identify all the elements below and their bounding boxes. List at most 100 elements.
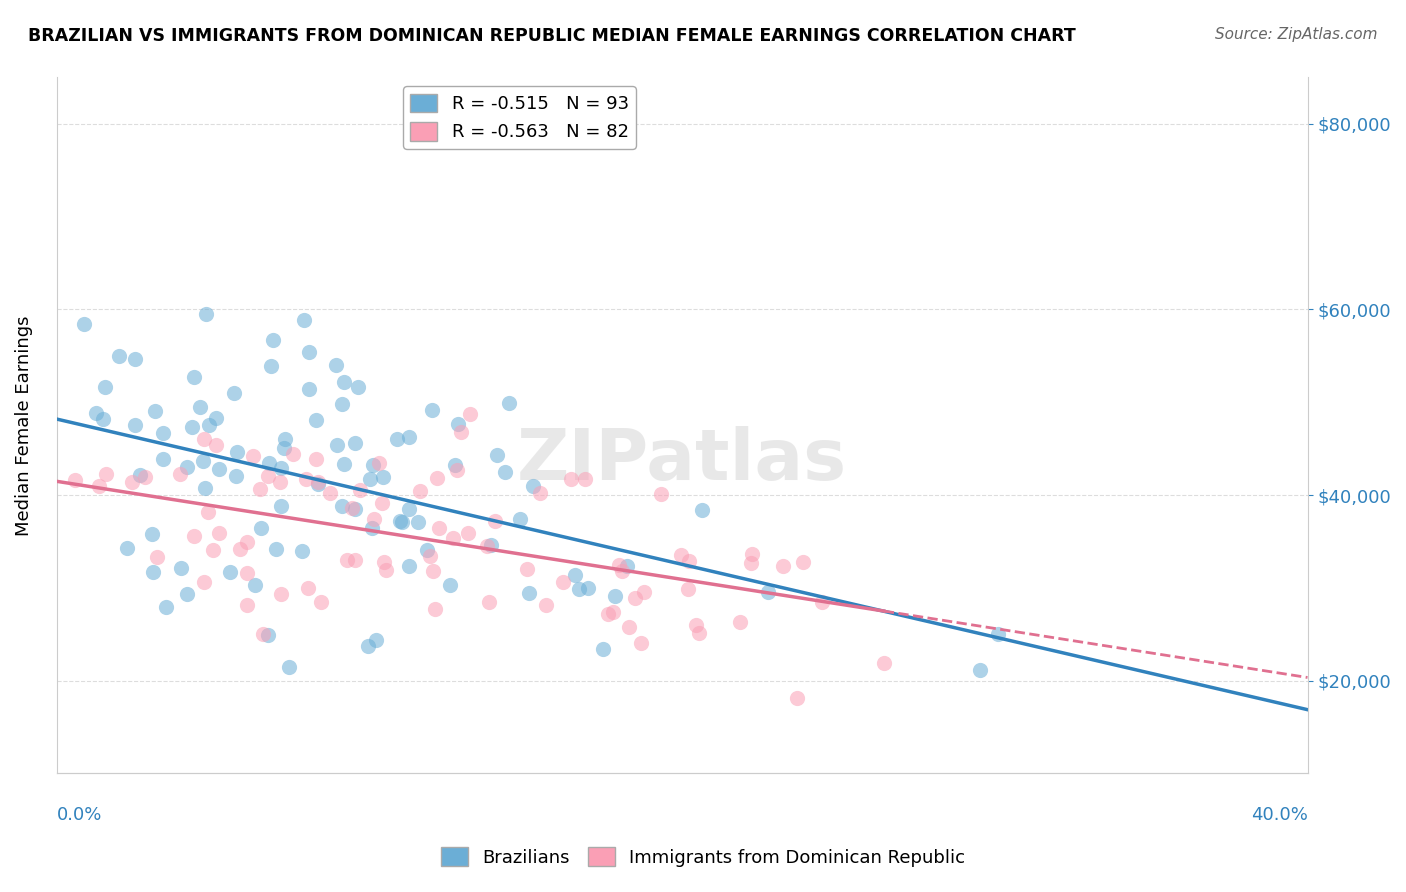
Point [373, 555, 395, 569]
Point [170, 560, 193, 574]
Text: ZIPatlas: ZIPatlas [517, 425, 848, 495]
Point [443, 458, 465, 472]
Point [650, 487, 672, 501]
Point [633, 585, 655, 599]
Point [91, 411, 114, 425]
Point [292, 312, 315, 326]
Point [121, 475, 143, 489]
Legend: Brazilians, Immigrants from Dominican Republic: Brazilians, Immigrants from Dominican Re… [433, 840, 973, 874]
Point [443, 531, 465, 545]
Point [194, 481, 217, 495]
Point [236, 566, 259, 580]
Point [108, 349, 131, 363]
Point [124, 352, 146, 367]
Point [94, 467, 117, 481]
Point [176, 587, 198, 601]
Point [373, 470, 395, 484]
Point [270, 587, 292, 601]
Point [219, 565, 242, 579]
Point [811, 595, 834, 609]
Point [298, 344, 321, 359]
Point [560, 472, 582, 486]
Point [398, 558, 420, 573]
Point [298, 382, 321, 396]
Point [756, 585, 779, 599]
Point [205, 411, 228, 425]
Point [603, 589, 626, 603]
Point [460, 407, 482, 421]
Point [564, 568, 586, 582]
Point [425, 602, 447, 616]
Point [307, 476, 329, 491]
Point [134, 470, 156, 484]
Point [987, 627, 1010, 641]
Point [197, 505, 219, 519]
Point [128, 468, 150, 483]
Point [598, 607, 620, 622]
Point [671, 548, 693, 562]
Legend: R = -0.515   N = 93, R = -0.563   N = 82: R = -0.515 N = 93, R = -0.563 N = 82 [404, 87, 636, 149]
Point [406, 516, 429, 530]
Point [205, 438, 228, 452]
Point [567, 582, 589, 597]
Point [188, 400, 211, 414]
Point [309, 595, 332, 609]
Y-axis label: Median Female Earnings: Median Female Earnings [15, 315, 32, 536]
Point [422, 565, 444, 579]
Point [498, 395, 520, 409]
Point [509, 512, 531, 526]
Point [84, 405, 107, 419]
Point [494, 465, 516, 479]
Point [332, 499, 354, 513]
Point [624, 591, 647, 605]
Point [269, 475, 291, 489]
Point [553, 574, 575, 589]
Point [368, 456, 391, 470]
Point [426, 471, 449, 485]
Point [152, 452, 174, 467]
Point [330, 396, 353, 410]
Point [409, 484, 432, 499]
Point [257, 468, 280, 483]
Point [450, 425, 472, 439]
Point [517, 586, 540, 600]
Point [617, 620, 640, 634]
Point [522, 479, 544, 493]
Point [252, 627, 274, 641]
Point [387, 432, 409, 446]
Point [236, 598, 259, 612]
Point [94, 379, 117, 393]
Point [391, 515, 413, 529]
Point [374, 563, 396, 577]
Point [485, 449, 508, 463]
Point [333, 458, 356, 472]
Point [222, 386, 245, 401]
Point [873, 656, 896, 670]
Point [143, 404, 166, 418]
Point [333, 375, 356, 389]
Point [359, 472, 381, 486]
Point [361, 521, 384, 535]
Point [191, 454, 214, 468]
Point [117, 541, 139, 556]
Point [87, 479, 110, 493]
Point [741, 547, 763, 561]
Point [630, 635, 652, 649]
Point [685, 618, 707, 632]
Point [427, 520, 450, 534]
Point [260, 359, 283, 373]
Text: BRAZILIAN VS IMMIGRANTS FROM DOMINICAN REPUBLIC MEDIAN FEMALE EARNINGS CORRELATI: BRAZILIAN VS IMMIGRANTS FROM DOMINICAN R… [28, 27, 1076, 45]
Point [270, 500, 292, 514]
Point [484, 514, 506, 528]
Point [249, 482, 271, 496]
Point [264, 541, 287, 556]
Point [536, 599, 558, 613]
Point [325, 358, 347, 372]
Point [730, 615, 752, 630]
Point [229, 541, 252, 556]
Point [529, 486, 551, 500]
Point [344, 435, 367, 450]
Point [281, 447, 304, 461]
Point [305, 412, 328, 426]
Point [193, 575, 215, 590]
